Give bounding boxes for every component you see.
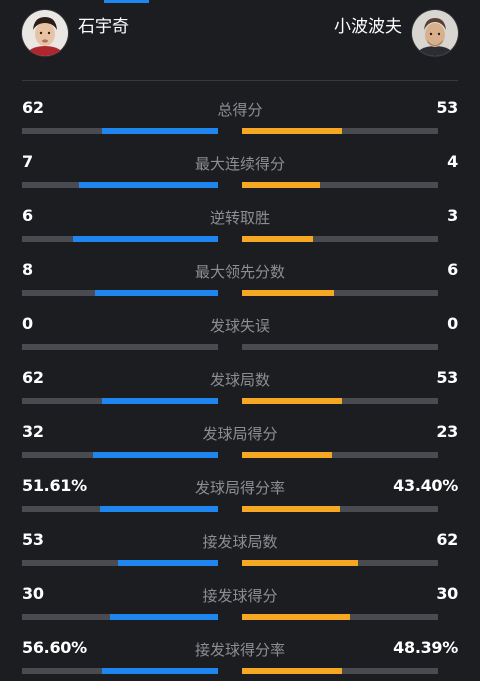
stat-right-bar	[242, 236, 438, 242]
stat-right-bar	[242, 398, 438, 404]
stat-row: 7 最大连续得分 4	[0, 141, 480, 195]
stat-right-bar	[242, 128, 438, 134]
stat-row: 62 总得分 53	[0, 87, 480, 141]
stat-right-bar	[242, 344, 438, 350]
stat-label: 最大连续得分	[194, 155, 285, 173]
stat-left-bar	[22, 452, 218, 458]
stat-right-value: 53	[436, 368, 458, 387]
stat-right-bar-fill	[242, 398, 342, 404]
stat-label: 最大领先分数	[194, 263, 285, 281]
stat-label: 发球失误	[209, 317, 270, 335]
stat-left-value: 32	[22, 422, 44, 441]
stat-left-bar	[22, 344, 218, 350]
stat-right-value: 48.39%	[393, 638, 458, 657]
stat-left-bar-fill	[72, 236, 218, 242]
stat-row: 6 逆转取胜 3	[0, 195, 480, 249]
stat-left-value: 0	[22, 314, 33, 333]
stat-left-bar	[22, 560, 218, 566]
stat-row: 0 发球失误 0	[0, 303, 480, 357]
stat-right-bar-fill	[242, 290, 335, 296]
stat-left-bar-fill	[92, 452, 218, 458]
stat-right-bar	[242, 452, 438, 458]
stat-right-value: 53	[436, 98, 458, 117]
stat-left-bar	[22, 398, 218, 404]
stat-left-bar-fill	[102, 128, 218, 134]
stat-label: 发球局数	[209, 371, 270, 389]
stat-right-bar-fill	[242, 452, 333, 458]
stat-row: 30 接发球得分 30	[0, 573, 480, 627]
stat-right-value: 4	[447, 152, 458, 171]
stat-row: 62 发球局数 53	[0, 357, 480, 411]
stat-right-value: 43.40%	[393, 476, 458, 495]
stat-left-value: 51.61%	[22, 476, 87, 495]
stat-left-bar	[22, 614, 218, 620]
stat-right-value: 0	[447, 314, 458, 333]
stat-right-bar-fill	[242, 506, 340, 512]
stat-label: 接发球局数	[202, 533, 278, 551]
stat-label: 发球局得分率	[194, 479, 285, 497]
stat-right-bar-fill	[242, 668, 342, 674]
stat-label: 发球局得分	[202, 425, 278, 443]
stat-left-bar-fill	[94, 290, 218, 296]
stat-right-value: 23	[436, 422, 458, 441]
stat-label: 接发球得分率	[194, 641, 285, 659]
stat-left-bar-fill	[100, 506, 218, 512]
stat-label: 接发球得分	[202, 587, 278, 605]
stat-left-bar	[22, 236, 218, 242]
stat-left-bar-fill	[110, 614, 218, 620]
stat-left-bar	[22, 128, 218, 134]
stat-label: 逆转取胜	[209, 209, 270, 227]
player-right-name[interactable]: 小波波夫	[334, 17, 402, 37]
stat-right-bar	[242, 614, 438, 620]
stat-left-value: 7	[22, 152, 33, 171]
match-header: 石宇奇 小波波夫	[0, 0, 480, 82]
stat-right-bar-fill	[242, 182, 321, 188]
player-left[interactable]: 石宇奇	[22, 10, 129, 56]
stat-left-value: 6	[22, 206, 33, 225]
stats-list: 62 总得分 53 7 最大连续得分 4 6 逆转取胜 3 8 最大领先分数 6 0 发球失误 0 62 发球局…	[0, 87, 480, 681]
stat-left-bar-fill	[118, 560, 218, 566]
active-tab-indicator	[104, 0, 149, 3]
stat-left-bar	[22, 668, 218, 674]
stat-right-value: 6	[447, 260, 458, 279]
stat-left-value: 30	[22, 584, 44, 603]
stat-row: 8 最大领先分数 6	[0, 249, 480, 303]
stat-right-bar	[242, 506, 438, 512]
player-right[interactable]: 小波波夫	[334, 10, 458, 56]
stat-left-value: 62	[22, 368, 44, 387]
stat-left-bar-fill	[102, 398, 218, 404]
stat-right-bar-fill	[242, 236, 313, 242]
player-right-avatar[interactable]	[412, 10, 458, 56]
stat-right-bar	[242, 560, 438, 566]
stat-left-bar	[22, 290, 218, 296]
stat-right-value: 3	[447, 206, 458, 225]
player-left-avatar[interactable]	[22, 10, 68, 56]
stat-left-value: 8	[22, 260, 33, 279]
stat-left-value: 53	[22, 530, 44, 549]
stat-right-bar-fill	[242, 560, 358, 566]
stat-right-value: 30	[436, 584, 458, 603]
header-divider	[22, 80, 458, 81]
stat-left-value: 62	[22, 98, 44, 117]
stat-left-bar	[22, 182, 218, 188]
stat-label: 总得分	[217, 101, 263, 119]
stat-left-bar-fill	[78, 182, 218, 188]
stat-right-bar	[242, 182, 438, 188]
stat-row: 51.61% 发球局得分率 43.40%	[0, 465, 480, 519]
stat-right-bar-fill	[242, 614, 350, 620]
stat-right-value: 62	[436, 530, 458, 549]
stat-right-bar	[242, 668, 438, 674]
stat-row: 32 发球局得分 23	[0, 411, 480, 465]
stat-left-bar	[22, 506, 218, 512]
stat-right-bar-fill	[242, 128, 342, 134]
stat-left-bar-fill	[102, 668, 218, 674]
player-left-name[interactable]: 石宇奇	[78, 17, 129, 37]
stat-row: 53 接发球局数 62	[0, 519, 480, 573]
stat-row: 56.60% 接发球得分率 48.39%	[0, 627, 480, 681]
stat-left-value: 56.60%	[22, 638, 87, 657]
stat-right-bar	[242, 290, 438, 296]
